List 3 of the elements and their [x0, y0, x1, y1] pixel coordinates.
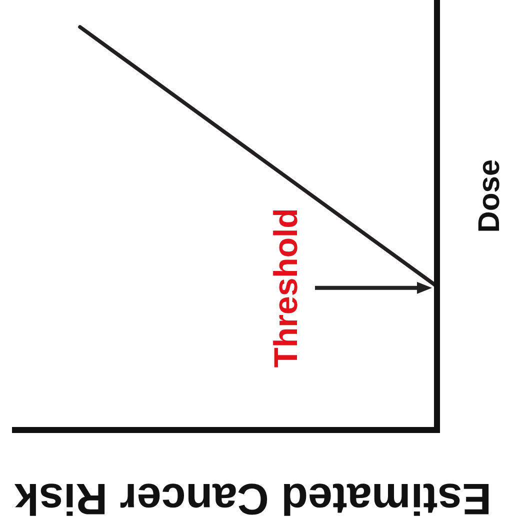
x-axis-title: Estimated Cancer Risk — [14, 474, 492, 518]
y-axis-title: Dose — [472, 159, 506, 233]
annotation: Threshold — [266, 208, 304, 368]
